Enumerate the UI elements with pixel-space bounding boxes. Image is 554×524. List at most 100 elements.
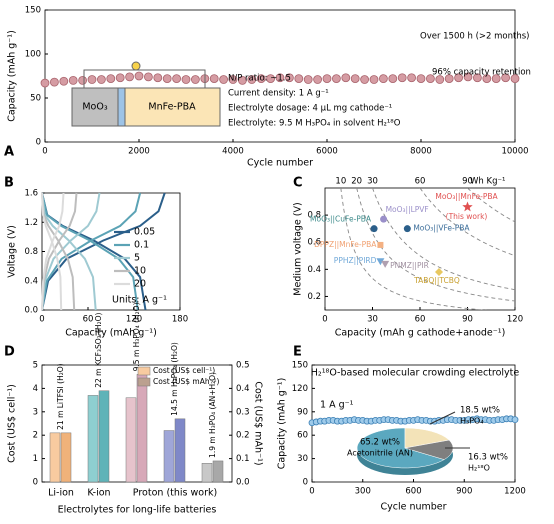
data-point xyxy=(322,74,332,84)
point-label: MoO₃||VFe-PBA xyxy=(413,224,470,233)
data-point xyxy=(369,75,379,84)
series-line xyxy=(41,192,142,311)
separator xyxy=(117,87,126,127)
y-tick-label: 30 xyxy=(297,454,308,464)
point-label: PNMZ||PIR xyxy=(390,261,429,270)
annotation: N/P ratio: ~1.5 xyxy=(228,74,291,84)
bar xyxy=(212,460,224,483)
data-point xyxy=(40,78,50,88)
data-point xyxy=(143,72,153,82)
bar xyxy=(136,374,148,483)
panel-letter: A xyxy=(4,145,14,160)
data-point xyxy=(397,73,407,83)
panel-letter: B xyxy=(4,176,14,191)
data-point xyxy=(284,73,294,83)
y-tick-label: 0.6 xyxy=(307,238,321,248)
pie-slice xyxy=(404,427,450,449)
legend-swatch xyxy=(137,366,151,376)
data-point xyxy=(294,74,304,84)
data-point xyxy=(190,75,200,84)
y-tick-label: 0 xyxy=(303,478,308,488)
data-point xyxy=(266,74,276,84)
contour-label: 20 xyxy=(351,177,362,187)
y2-tick-label: 0.0 xyxy=(236,478,250,488)
annotation: 96% capacity retention xyxy=(432,68,531,78)
anode-block xyxy=(71,87,119,127)
panel-title: H₂¹⁸O-based molecular crowding electroly… xyxy=(311,368,520,379)
bar xyxy=(174,418,186,483)
category-label: 1.9 m H₃PO₄ (AN+H₂O) xyxy=(208,372,217,458)
x-tick-label: 0 xyxy=(39,315,44,325)
y-tick-label: 1 xyxy=(33,454,38,464)
y-axis-label: Capacity (mAh g⁻¹) xyxy=(277,378,288,470)
data-point xyxy=(407,73,417,83)
x-tick-label: 900 xyxy=(456,487,472,497)
anode-label: MoO₃ xyxy=(82,102,107,113)
data-point xyxy=(331,74,341,84)
legend-swatch xyxy=(137,377,151,387)
data-point xyxy=(381,260,390,268)
annotation: Electrolyte: 9.5 M H₃PO₄ in solvent H₂¹⁸… xyxy=(228,119,401,129)
data-point xyxy=(181,75,191,84)
y-tick-label: 1.2 xyxy=(24,218,38,228)
circuit-wire xyxy=(83,69,206,88)
category-label: 21 m LiTFSI (H₂O) xyxy=(56,363,65,429)
annotation: 1 A g⁻¹ xyxy=(320,400,354,411)
category-label: 9.5 m H₃PO₄ (H₂O) xyxy=(132,302,141,371)
point-label: MoO₃||LPVF xyxy=(386,205,429,214)
y-axis-label: Cost (US$ cell⁻¹) xyxy=(7,384,18,463)
cathode-block xyxy=(124,87,221,127)
bulb-icon xyxy=(131,61,141,71)
y-axis-label: Voltage (V) xyxy=(7,225,18,278)
x-axis-label: Capacity (mAh g cathode+anode⁻¹) xyxy=(335,328,506,339)
legend-title: Units: A g⁻¹ xyxy=(112,295,167,306)
data-point xyxy=(388,74,398,84)
y-tick-label: 0.4 xyxy=(24,276,38,286)
data-point xyxy=(275,73,285,83)
x-tick-label: 60 xyxy=(415,315,426,325)
x-tick-label: 120 xyxy=(126,315,142,325)
y-tick-label: 2 xyxy=(33,431,38,441)
y-tick-label: 0.0 xyxy=(24,306,38,316)
bar xyxy=(125,397,137,483)
data-point xyxy=(134,71,144,81)
pie-category-label: Acetonitrile (AN) xyxy=(347,449,413,458)
y-tick-label: 150 xyxy=(292,361,308,371)
y-tick-label: 0.4 xyxy=(307,265,321,275)
data-point xyxy=(435,75,445,84)
contour-label: 10 xyxy=(335,177,346,187)
group-label: K-ion xyxy=(87,488,110,499)
legend-label: 0.05 xyxy=(134,227,155,238)
energy-contour xyxy=(340,188,489,310)
group-label: Li-ion xyxy=(48,488,74,499)
bar xyxy=(87,395,99,483)
data-point xyxy=(237,76,247,85)
point-label: MoO₃||CuFe-PBA xyxy=(310,215,372,224)
group-label: Proton (this work) xyxy=(133,488,217,499)
data-point xyxy=(482,74,492,84)
data-point xyxy=(313,75,323,84)
data-point xyxy=(219,75,229,84)
x-tick-label: 0 xyxy=(309,487,314,497)
y2-tick-label: 0.1 xyxy=(236,454,250,464)
data-point xyxy=(403,225,411,233)
pie-category-label: H₃PO₄ xyxy=(460,417,484,426)
data-point xyxy=(106,74,116,84)
legend-label: 5 xyxy=(134,253,140,264)
contour-unit: Wh Kg⁻¹ xyxy=(470,177,505,187)
legend-label: 0.1 xyxy=(134,240,149,251)
y-tick-label: 1.6 xyxy=(24,189,38,199)
data-point xyxy=(501,73,511,83)
cathode-label: MnFe-PBA xyxy=(148,102,196,113)
x-tick-label: 180 xyxy=(172,315,188,325)
annotation: Over 1500 h (>2 months) xyxy=(420,32,529,42)
data-point xyxy=(247,75,257,84)
energy-contour xyxy=(467,188,515,223)
y2-tick-label: 0.3 xyxy=(236,407,250,417)
data-point xyxy=(425,74,435,84)
contour-label: 60 xyxy=(415,177,426,187)
data-point xyxy=(462,201,473,212)
data-point xyxy=(454,73,464,83)
x-axis-label: Cycle number xyxy=(247,158,313,169)
